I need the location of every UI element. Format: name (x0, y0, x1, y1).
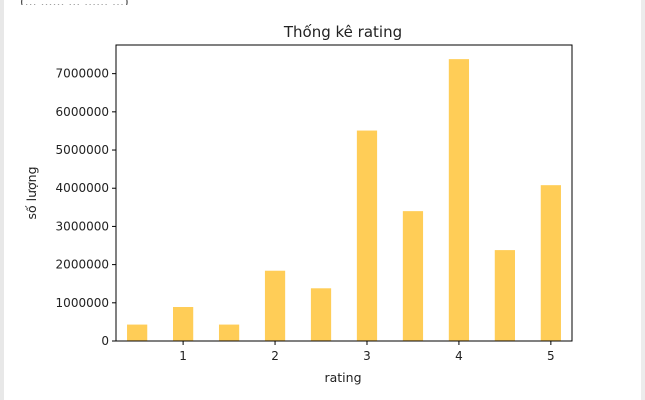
chart-title: Thống kê rating (283, 23, 402, 41)
x-tick-label-4: 5 (547, 349, 555, 363)
bar-5 (310, 288, 332, 341)
x-tick-label-3: 4 (455, 349, 463, 363)
frame-right-border (641, 0, 645, 400)
frame-left-border (0, 0, 4, 400)
bar-6 (356, 130, 378, 341)
clipped-top-text: (… …… … …… …) (20, 0, 200, 5)
y-tick-label-0: 0 (101, 334, 109, 348)
y-axis: 0 1000000 2000000 3000000 4000000 5000000 6000… (56, 67, 116, 348)
y-tick-label-2: 2000000 (56, 258, 109, 272)
bars-group (127, 59, 561, 341)
x-axis: 1 2 3 4 5 (179, 341, 555, 363)
bar-7 (402, 211, 424, 341)
y-axis-label: số lượng (24, 166, 39, 219)
axes-frame (115, 44, 573, 342)
clipped-top-text-label: (… …… … …… …) (20, 0, 129, 5)
x-axis-label: rating (324, 370, 361, 385)
y-tick-label-1: 1000000 (56, 296, 109, 310)
bar-8 (448, 59, 470, 341)
x-tick-label-0: 1 (179, 349, 187, 363)
y-tick-label-5: 5000000 (56, 143, 109, 157)
y-tick-label-3: 3000000 (56, 219, 109, 233)
x-tick-label-2: 3 (363, 349, 371, 363)
bar-1 (127, 324, 148, 341)
y-tick-label-7: 7000000 (56, 67, 109, 81)
y-tick-label-4: 4000000 (56, 181, 109, 195)
bar-10 (540, 185, 561, 341)
x-tick-label-1: 2 (271, 349, 279, 363)
y-tick-label-6: 6000000 (56, 105, 109, 119)
bar-9 (494, 250, 515, 341)
bar-4 (264, 270, 286, 341)
bar-3 (218, 324, 240, 341)
bar-2 (173, 307, 194, 341)
